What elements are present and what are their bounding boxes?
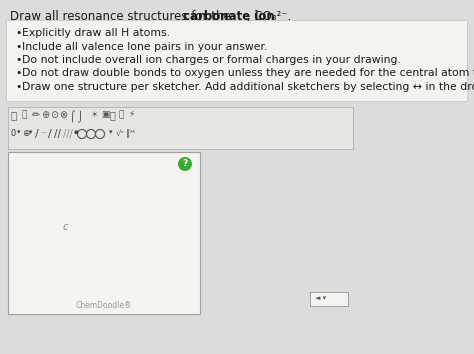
- Text: ⌕: ⌕: [110, 110, 116, 120]
- Text: ▣: ▣: [101, 110, 109, 119]
- Text: carbonate ion: carbonate ion: [183, 10, 274, 23]
- Text: ⚡: ⚡: [128, 110, 134, 119]
- Text: •: •: [15, 69, 21, 79]
- Text: √ⁿ: √ⁿ: [116, 129, 125, 138]
- Circle shape: [178, 157, 192, 171]
- Text: Do not draw double bonds to oxygen unless they are needed for the central atom t: Do not draw double bonds to oxygen unles…: [22, 69, 474, 79]
- FancyBboxPatch shape: [7, 21, 467, 102]
- Text: Draw all resonance structures for the: Draw all resonance structures for the: [10, 10, 235, 23]
- Text: /: /: [35, 129, 39, 139]
- Text: ⌡: ⌡: [78, 110, 83, 122]
- Text: Explicitly draw all H atoms.: Explicitly draw all H atoms.: [22, 28, 170, 38]
- Text: //: //: [54, 129, 61, 139]
- Text: /: /: [48, 129, 52, 139]
- Bar: [310, 292, 348, 306]
- Text: Include all valence lone pairs in your answer.: Include all valence lone pairs in your a…: [22, 41, 267, 51]
- Text: ◄ ▾: ◄ ▾: [315, 295, 326, 301]
- Text: •: •: [15, 82, 21, 92]
- Text: , CO₃²⁻.: , CO₃²⁻.: [243, 10, 292, 23]
- Text: •: •: [15, 28, 21, 38]
- Text: ▪: ▪: [73, 129, 78, 135]
- Text: ▾: ▾: [17, 129, 20, 135]
- Text: ☀: ☀: [90, 110, 98, 119]
- Text: ✏: ✏: [32, 110, 40, 120]
- Text: ┈: ┈: [41, 129, 46, 138]
- Text: ▾: ▾: [29, 129, 33, 135]
- Text: ⊕: ⊕: [22, 129, 29, 138]
- Text: •: •: [15, 55, 21, 65]
- Text: Do not include overall ion charges or formal charges in your drawing.: Do not include overall ion charges or fo…: [22, 55, 401, 65]
- Text: ⌕: ⌕: [119, 110, 124, 119]
- Text: ‖ᴹ: ‖ᴹ: [126, 129, 135, 138]
- Text: ///: ///: [63, 129, 73, 139]
- Text: ?: ?: [182, 160, 188, 169]
- Text: ⊗: ⊗: [59, 110, 67, 120]
- Text: Draw one structure per sketcher. Add additional sketchers by selecting ↔ in the : Draw one structure per sketcher. Add add…: [22, 82, 474, 92]
- Text: ⊕: ⊕: [41, 110, 49, 120]
- Text: 🔒: 🔒: [22, 110, 27, 119]
- Bar: [8, 152, 200, 314]
- Text: 👋: 👋: [11, 110, 17, 120]
- Text: ⊙: ⊙: [50, 110, 58, 120]
- Text: ⌠: ⌠: [70, 110, 75, 122]
- Text: ChemDoodle®: ChemDoodle®: [76, 302, 132, 310]
- Text: c: c: [63, 222, 68, 232]
- Bar: [8, 107, 353, 149]
- Text: ▾: ▾: [109, 129, 112, 135]
- Text: 0: 0: [11, 129, 16, 138]
- Text: •: •: [15, 41, 21, 51]
